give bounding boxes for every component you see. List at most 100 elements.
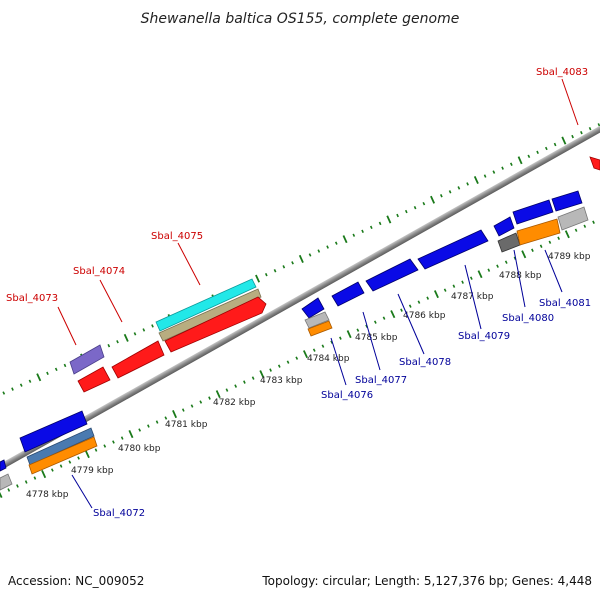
label-sbal-4074[interactable]: Sbal_4074 <box>73 266 125 277</box>
accession-info: Accession: NC_009052 <box>8 574 144 588</box>
ruler-tick <box>390 310 396 319</box>
ruler-tick <box>580 130 583 135</box>
ruler-tick <box>208 396 211 400</box>
callout-sbal-4074 <box>99 279 123 323</box>
tick-value: 4789 <box>548 252 571 262</box>
gene-sbal-4080-dark[interactable] <box>497 232 521 253</box>
ruler-tick <box>142 328 146 332</box>
tick-label: 4784 kbp <box>307 354 350 364</box>
ruler-tick <box>103 444 107 448</box>
label-sbal-4079[interactable]: Sbal_4079 <box>458 331 510 342</box>
ruler-tick <box>0 491 3 498</box>
gene-left-blue[interactable] <box>0 459 7 472</box>
ruler-tick <box>457 186 461 190</box>
ruler-tick <box>277 364 281 368</box>
ruler-tick <box>369 225 373 230</box>
ruler-tick <box>461 280 464 284</box>
ruler-tick <box>473 176 479 184</box>
callout-sbal-4076 <box>330 337 347 386</box>
gene-sbal-4075-cyan[interactable] <box>155 278 257 332</box>
ruler-tick <box>19 383 23 387</box>
ruler-tick <box>282 265 286 269</box>
ruler-tick <box>466 182 469 186</box>
tick-label: 4785 kbp <box>355 333 398 343</box>
gene-sbal-4076-blue[interactable] <box>301 297 325 319</box>
ruler-tick <box>33 476 37 480</box>
gene-sbal-4083[interactable] <box>589 156 600 171</box>
tick-unit: kbp <box>429 311 446 321</box>
ruler-tick <box>382 316 386 320</box>
label-sbal-4081[interactable]: Sbal_4081 <box>539 298 591 309</box>
gene-sbal-4078[interactable] <box>365 258 419 292</box>
gene-sbal-4076-gray[interactable] <box>304 311 330 329</box>
ruler-tick <box>553 142 557 147</box>
tick-unit: kbp <box>477 292 494 302</box>
tick-unit: kbp <box>333 354 350 364</box>
ruler-tick <box>11 387 14 391</box>
gene-sbal-4072-steel[interactable] <box>26 427 95 466</box>
gene-sbal-4075-tan[interactable] <box>158 288 262 342</box>
label-sbal-4080[interactable]: Sbal_4080 <box>502 313 554 324</box>
gene-sbal-4073-red[interactable] <box>77 366 111 393</box>
ruler-tick <box>36 373 42 382</box>
ruler-tick <box>373 320 377 324</box>
ruler-tick <box>561 136 567 145</box>
gene-sbal-4081-gray[interactable] <box>557 206 589 231</box>
callout-sbal-4080 <box>513 249 526 308</box>
ruler-tick <box>59 464 63 468</box>
tick-value: 4778 <box>26 490 49 500</box>
label-sbal-4078[interactable]: Sbal_4078 <box>399 357 451 368</box>
gene-sbal-4079[interactable] <box>417 229 489 270</box>
label-sbal-4075[interactable]: Sbal_4075 <box>151 231 203 242</box>
gene-sbal-4077[interactable] <box>331 281 365 307</box>
tick-label: 4778 kbp <box>26 490 69 500</box>
ruler-tick <box>564 230 570 239</box>
gene-sbal-4076-orange[interactable] <box>307 320 333 337</box>
ruler-tick <box>295 356 299 360</box>
ruler-tick <box>68 460 72 464</box>
gene-sbal-4080-orange[interactable] <box>516 218 561 246</box>
gene-sbal-4073-purple[interactable] <box>69 344 105 375</box>
ruler-tick <box>339 336 342 340</box>
gene-left-gray[interactable] <box>0 473 13 491</box>
ruler-tick <box>50 468 54 472</box>
ruler-tick <box>422 201 426 206</box>
ruler-tick <box>123 333 129 342</box>
ruler-tick <box>527 154 531 159</box>
label-sbal-4077[interactable]: Sbal_4077 <box>355 375 407 386</box>
tick-unit: kbp <box>574 252 591 262</box>
axis-tick-labels: 4778 kbp 4779 kbp 4780 kbp 4781 kbp 4782… <box>26 252 591 500</box>
label-sbal-4083[interactable]: Sbal_4083 <box>536 67 588 78</box>
map-title: Shewanella baltica OS155, complete genom… <box>141 11 460 27</box>
label-sbal-4072[interactable]: Sbal_4072 <box>93 508 145 519</box>
ruler-tick <box>356 328 360 332</box>
gene-sbal-4081-blue-a[interactable] <box>512 199 554 225</box>
gene-sbal-4075-red[interactable] <box>164 296 267 353</box>
gene-sbal-4074[interactable] <box>111 340 165 379</box>
ruler-tick <box>269 368 272 372</box>
ruler-tick <box>215 390 221 399</box>
label-sbal-4076[interactable]: Sbal_4076 <box>321 390 373 401</box>
ruler-tick <box>54 367 58 372</box>
ruler-tick <box>251 376 255 380</box>
ruler-tick <box>24 480 28 484</box>
ruler-tick <box>477 270 483 279</box>
ruler-tick <box>63 363 67 368</box>
tick-label: 4781 kbp <box>165 420 208 430</box>
ruler-tick <box>404 209 408 214</box>
gene-sbal-4072-orange[interactable] <box>28 436 98 475</box>
ruler-tick <box>155 420 159 424</box>
gene-sbal-4080-blue[interactable] <box>493 216 515 237</box>
tick-label: 4782 kbp <box>213 398 256 408</box>
gene-sbal-4072-blue[interactable] <box>19 410 88 453</box>
ruler-tick <box>501 166 504 170</box>
ruler-tick <box>308 253 312 257</box>
ruler-tick <box>133 332 137 336</box>
label-sbal-4073[interactable]: Sbal_4073 <box>6 293 58 304</box>
ruler-tick <box>417 300 421 304</box>
tick-value: 4783 <box>260 376 283 386</box>
ruler-tick <box>84 450 90 459</box>
gene-sbal-4081-blue-b[interactable] <box>551 190 583 212</box>
ruler-tick <box>517 156 523 165</box>
ruler-tick <box>291 261 294 265</box>
